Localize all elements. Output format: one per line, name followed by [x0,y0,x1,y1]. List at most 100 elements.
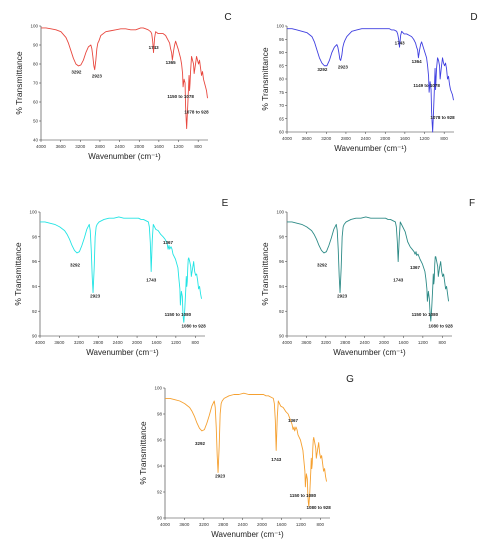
x-tick-label: 2800 [341,136,352,141]
x-tick-label: 3200 [199,522,210,527]
peak-annotation: 1743 [146,277,157,282]
y-tick-label: 65 [279,116,285,121]
x-tick-label: 1600 [398,340,409,345]
y-tick-label: 100 [29,210,37,215]
x-tick-label: 2800 [218,522,229,527]
panel-label: G [346,374,354,385]
x-tick-label: 1200 [418,340,429,345]
y-tick-label: 100 [276,24,284,29]
y-tick-label: 98 [279,234,285,239]
y-tick-label: 90 [157,516,163,521]
y-tick-label: 94 [32,284,38,289]
x-tick-label: 2800 [340,340,351,345]
peak-annotation: 1365 [166,60,177,65]
spectrum-line [287,216,449,322]
y-tick-label: 92 [157,490,163,495]
panel-e: 4000 3600 3200 2800 2400 2000 1600 1200 800 90 92 9… [13,198,229,357]
x-axis-label: Wavenumber (cm⁻¹) [334,144,407,153]
y-tick-label: 90 [32,334,38,339]
x-tick-label: 800 [194,144,202,149]
x-tick-label: 1200 [174,144,185,149]
peak-annotation: 1367 [288,418,299,423]
x-tick-label: 3600 [302,136,313,141]
peak-annotation: 1078 to 928 [184,109,209,114]
x-tick-label: 1600 [151,340,162,345]
y-tick-label: 50 [33,119,39,124]
y-tick-label: 80 [33,62,39,67]
x-tick-label: 2000 [257,522,268,527]
x-tick-label: 3600 [179,522,190,527]
peak-annotation: 1743 [149,45,160,50]
y-tick-label: 90 [279,334,285,339]
x-tick-label: 2400 [361,136,372,141]
y-tick-label: 80 [279,77,285,82]
peak-annotation: 3292 [70,263,81,268]
y-axis-label: % Transmittance [14,51,24,115]
x-tick-label: 3200 [321,136,332,141]
peak-annotation: 2923 [338,64,349,69]
x-tick-label: 800 [192,340,200,345]
y-tick-label: 96 [279,259,285,264]
peak-annotation: 1367 [163,240,174,245]
y-axis-label: % Transmittance [138,421,148,485]
peak-annotation: 3292 [71,70,82,75]
y-axis-label: % Transmittance [260,47,270,111]
x-tick-label: 4000 [160,522,171,527]
peak-annotation: 1078 to 928 [430,115,455,120]
x-tick-label: 2400 [360,340,371,345]
y-tick-label: 90 [279,50,285,55]
peak-annotation: 2923 [215,474,226,479]
peak-annotation: 1080 to 928 [182,323,207,328]
y-tick-label: 100 [30,24,38,29]
peak-annotation: 1364 [412,59,423,64]
x-tick-label: 2000 [134,144,145,149]
y-tick-label: 94 [157,464,163,469]
peak-annotation: 1080 to 928 [307,505,332,510]
peak-annotation: 2923 [337,294,348,299]
y-tick-label: 70 [279,103,285,108]
panel-f: 4000 3600 3200 2800 2400 2000 1600 1200 800 90 92 9… [260,198,475,357]
spectrum-line [41,27,208,130]
x-tick-label: 4000 [282,340,293,345]
x-tick-label: 1600 [154,144,165,149]
y-tick-label: 75 [279,90,285,95]
x-tick-label: 4000 [282,136,293,141]
y-tick-label: 60 [279,130,285,135]
x-tick-label: 800 [317,522,325,527]
y-axis-label: % Transmittance [260,242,270,306]
panel-label: D [470,12,477,23]
x-tick-label: 1200 [296,522,307,527]
x-tick-label: 3600 [54,340,65,345]
x-axis-label: Wavenumber (cm⁻¹) [88,152,161,161]
spectrum-line [287,28,454,133]
x-tick-label: 3600 [56,144,67,149]
x-tick-label: 2800 [95,144,106,149]
y-tick-label: 85 [279,63,285,68]
x-tick-label: 1600 [400,136,411,141]
x-tick-label: 2400 [238,522,249,527]
peak-annotation: 1743 [271,457,282,462]
x-tick-label: 3200 [75,144,86,149]
panel-d: 4000 3600 3200 2800 2400 2000 1600 1200 800 60 65 7… [260,12,478,153]
peak-annotation: 3292 [317,263,328,268]
x-tick-label: 2000 [380,136,391,141]
peak-annotation: 1150 to 1080 [165,312,192,317]
x-tick-label: 4000 [35,340,46,345]
y-tick-label: 40 [33,138,39,143]
x-axis-label: Wavenumber (cm⁻¹) [86,348,159,357]
y-tick-label: 95 [279,37,285,42]
x-tick-label: 1200 [171,340,182,345]
x-tick-label: 800 [440,136,448,141]
x-tick-label: 3200 [321,340,332,345]
peak-annotation: 2923 [92,73,103,78]
x-axis-label: Wavenumber (cm⁻¹) [333,348,406,357]
y-tick-label: 70 [33,81,39,86]
y-tick-label: 92 [279,309,285,314]
x-tick-label: 2000 [132,340,143,345]
x-tick-label: 1600 [276,522,287,527]
y-tick-label: 94 [279,284,285,289]
panel-label: E [222,198,229,209]
y-axis-label: % Transmittance [13,242,23,306]
panel-c: 4000 3600 3200 2800 2400 2000 1600 1200 800 40 50 6… [14,12,232,161]
spectrum-line [165,392,327,507]
